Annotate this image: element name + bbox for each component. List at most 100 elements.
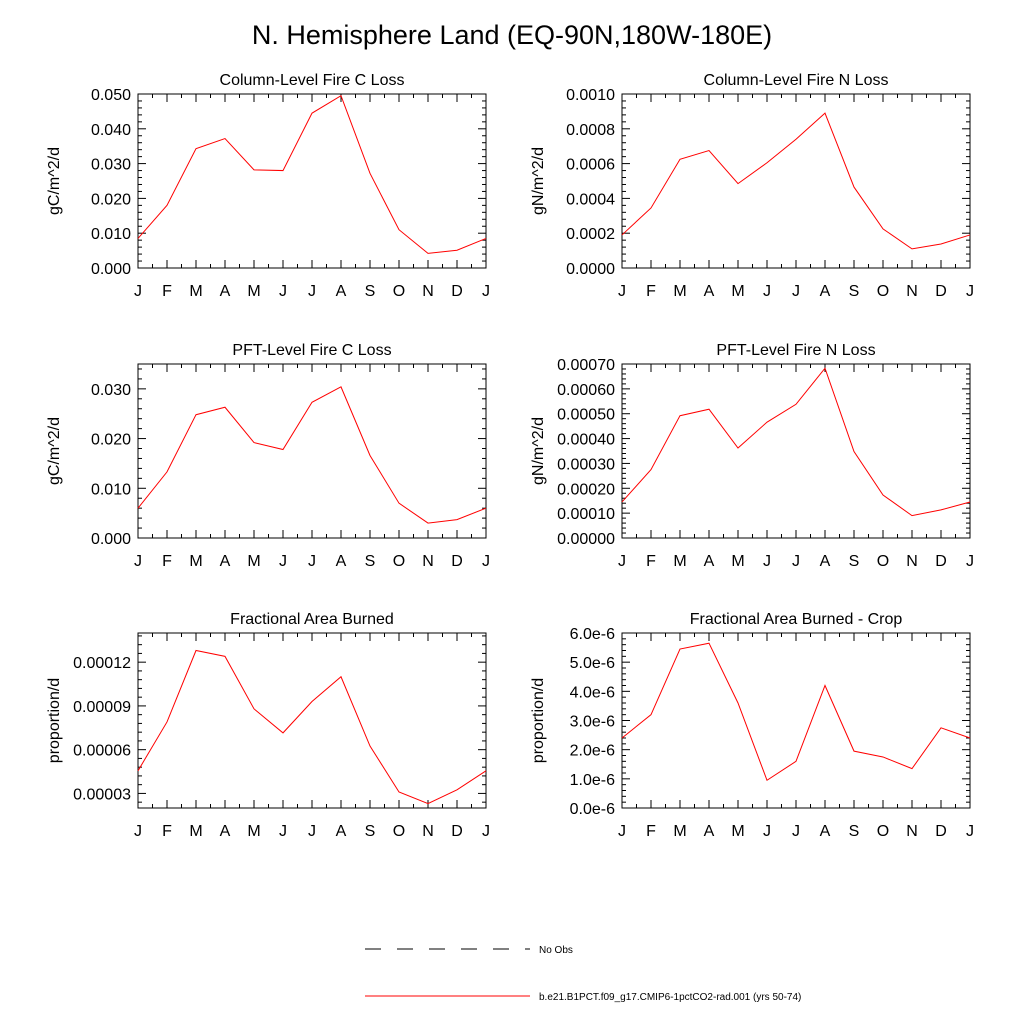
x-tick-label: M (731, 553, 744, 570)
x-tick-label: M (189, 823, 202, 840)
y-tick-label: 0.020 (91, 191, 131, 208)
y-tick-label: 0.00012 (73, 655, 131, 672)
x-tick-label: A (820, 553, 831, 570)
series-line (137, 386, 487, 524)
y-tick-label: 0.00020 (557, 481, 615, 498)
x-tick-label: M (247, 553, 260, 570)
x-tick-label: O (393, 553, 405, 570)
x-tick-label: J (134, 553, 142, 570)
x-tick-label: A (704, 553, 715, 570)
y-tick-label: 0.00070 (557, 357, 615, 374)
chart-title: Fractional Area Burned (230, 611, 394, 628)
x-tick-label: J (308, 283, 316, 300)
y-tick-label: 0.010 (91, 226, 131, 243)
x-tick-label: J (279, 283, 287, 300)
x-tick-label: M (673, 823, 686, 840)
plot-frame (621, 632, 971, 809)
x-tick-label: J (308, 823, 316, 840)
x-tick-label: A (820, 283, 831, 300)
x-tick-label: F (162, 823, 172, 840)
y-tick-label: 1.0e-6 (570, 772, 615, 789)
x-tick-label: D (935, 823, 947, 840)
x-tick-label: D (451, 823, 463, 840)
x-tick-label: J (792, 553, 800, 570)
x-tick-label: J (966, 553, 974, 570)
x-tick-label: M (189, 553, 202, 570)
chart-panel: Fractional Area Burned - Crop proportion/… (530, 611, 974, 840)
y-axis-label: gC/m^2/d (46, 417, 63, 485)
x-tick-label: J (308, 553, 316, 570)
x-tick-label: N (422, 553, 434, 570)
x-tick-label: J (134, 283, 142, 300)
x-tick-label: A (704, 823, 715, 840)
x-tick-label: J (763, 823, 771, 840)
x-tick-label: M (189, 283, 202, 300)
y-tick-label: 6.0e-6 (570, 626, 615, 643)
x-tick-label: S (365, 283, 376, 300)
x-tick-label: D (451, 283, 463, 300)
x-tick-label: J (618, 283, 626, 300)
plot-frame (621, 363, 971, 539)
plot-frame (137, 363, 487, 539)
y-tick-label: 0.000 (91, 531, 131, 548)
x-tick-label: O (877, 823, 889, 840)
x-tick-label: F (162, 283, 172, 300)
chart-title: Fractional Area Burned - Crop (690, 611, 903, 628)
y-tick-label: 0.050 (91, 87, 131, 104)
x-tick-label: J (763, 283, 771, 300)
x-tick-label: N (906, 553, 918, 570)
x-tick-label: J (792, 823, 800, 840)
x-tick-label: J (279, 823, 287, 840)
x-tick-label: A (220, 823, 231, 840)
x-tick-label: N (906, 283, 918, 300)
y-tick-label: 0.00060 (557, 382, 615, 399)
y-tick-label: 0.030 (91, 157, 131, 174)
x-tick-label: J (966, 823, 974, 840)
x-tick-label: D (935, 553, 947, 570)
series-line (621, 112, 971, 250)
y-tick-label: 4.0e-6 (570, 684, 615, 701)
y-axis-label: proportion/d (530, 678, 547, 763)
y-axis-label: gN/m^2/d (530, 147, 547, 215)
x-tick-label: A (820, 823, 831, 840)
x-tick-label: S (849, 823, 860, 840)
y-axis-label: proportion/d (46, 678, 63, 763)
x-tick-label: F (162, 553, 172, 570)
y-tick-label: 0.0004 (566, 191, 615, 208)
x-tick-label: O (877, 283, 889, 300)
x-tick-label: N (422, 823, 434, 840)
x-tick-label: M (247, 283, 260, 300)
x-tick-label: F (646, 283, 656, 300)
x-tick-label: D (935, 283, 947, 300)
x-tick-label: J (763, 553, 771, 570)
series-line (137, 649, 487, 805)
series-line (621, 367, 971, 517)
y-tick-label: 0.0000 (566, 261, 615, 278)
x-tick-label: F (646, 553, 656, 570)
x-tick-label: J (279, 553, 287, 570)
y-tick-label: 0.0002 (566, 226, 615, 243)
x-tick-label: O (877, 553, 889, 570)
x-tick-label: M (731, 283, 744, 300)
x-tick-label: A (220, 553, 231, 570)
x-tick-label: J (482, 553, 490, 570)
x-tick-label: J (792, 283, 800, 300)
x-tick-label: S (365, 553, 376, 570)
y-tick-label: 3.0e-6 (570, 714, 615, 731)
y-tick-label: 2.0e-6 (570, 743, 615, 760)
y-tick-label: 0.00009 (73, 699, 131, 716)
y-tick-label: 0.030 (91, 382, 131, 399)
y-tick-label: 5.0e-6 (570, 655, 615, 672)
x-tick-label: J (482, 283, 490, 300)
x-tick-label: F (646, 823, 656, 840)
chart-title: PFT-Level Fire C Loss (232, 342, 391, 359)
x-tick-label: D (451, 553, 463, 570)
x-tick-label: M (673, 283, 686, 300)
x-tick-label: J (134, 823, 142, 840)
